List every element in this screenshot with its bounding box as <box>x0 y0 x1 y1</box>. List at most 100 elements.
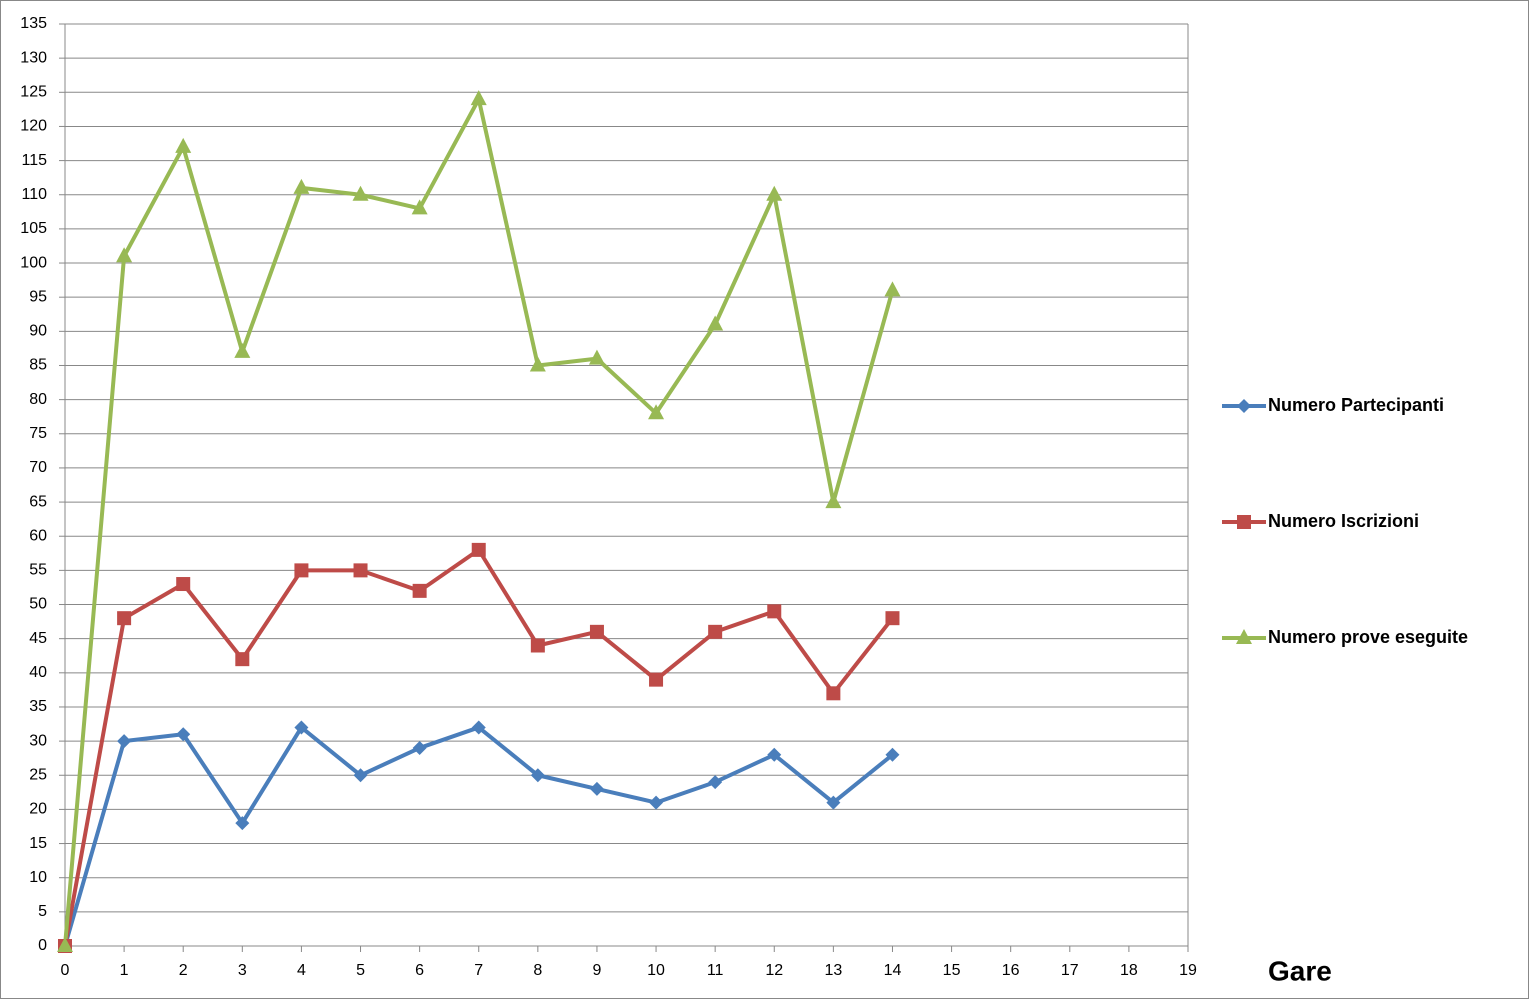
marker <box>235 816 250 831</box>
y-tick-label: 135 <box>20 15 47 32</box>
marker <box>175 137 192 153</box>
marker <box>352 185 369 201</box>
marker <box>530 768 545 783</box>
y-tick-label: 25 <box>29 766 47 783</box>
marker <box>116 247 133 263</box>
y-tick-label: 70 <box>29 459 47 476</box>
x-tick-label: 6 <box>415 962 424 979</box>
marker <box>412 583 427 598</box>
x-tick-label: 17 <box>1061 962 1079 979</box>
marker <box>649 795 664 810</box>
marker <box>708 624 723 639</box>
marker <box>294 563 309 578</box>
marker <box>826 795 841 810</box>
marker <box>470 90 487 106</box>
legend-label: Numero Partecipanti <box>1268 395 1444 415</box>
marker <box>588 349 605 365</box>
x-tick-label: 13 <box>824 962 842 979</box>
x-tick-label: 11 <box>707 962 724 979</box>
y-tick-label: 5 <box>38 903 47 920</box>
y-tick-label: 130 <box>20 49 47 66</box>
marker <box>707 315 724 331</box>
marker <box>885 747 900 762</box>
x-tick-label: 3 <box>238 962 247 979</box>
marker <box>589 624 604 639</box>
y-tick-label: 80 <box>29 391 47 408</box>
marker <box>529 356 546 372</box>
y-tick-label: 75 <box>29 425 47 442</box>
x-tick-label: 1 <box>120 962 129 979</box>
marker <box>471 542 486 557</box>
legend-marker <box>1236 629 1252 644</box>
x-tick-label: 12 <box>765 962 783 979</box>
marker <box>826 686 841 701</box>
y-tick-label: 60 <box>29 527 47 544</box>
x-tick-label: 19 <box>1179 962 1197 979</box>
marker <box>885 611 900 626</box>
marker <box>235 652 250 667</box>
y-tick-label: 10 <box>29 869 47 886</box>
marker <box>353 768 368 783</box>
x-tick-label: 7 <box>474 962 483 979</box>
y-tick-label: 105 <box>20 220 47 237</box>
marker <box>766 185 783 201</box>
y-tick-label: 40 <box>29 664 47 681</box>
y-tick-label: 85 <box>29 357 47 374</box>
x-tick-label: 2 <box>179 962 188 979</box>
marker <box>176 727 191 742</box>
x-tick-label: 9 <box>592 962 601 979</box>
x-tick-label: 10 <box>647 962 665 979</box>
marker <box>412 740 427 755</box>
marker <box>353 563 368 578</box>
marker <box>117 611 132 626</box>
marker <box>234 342 251 358</box>
y-tick-label: 30 <box>29 732 47 749</box>
y-tick-label: 125 <box>20 84 47 101</box>
x-tick-label: 5 <box>356 962 365 979</box>
marker <box>293 178 310 194</box>
legend-marker <box>1237 399 1251 413</box>
x-tick-label: 16 <box>1002 962 1020 979</box>
x-tick-label: 0 <box>61 962 70 979</box>
marker <box>767 604 782 619</box>
y-tick-label: 35 <box>29 698 47 715</box>
x-tick-label: 18 <box>1120 962 1138 979</box>
marker <box>411 199 428 215</box>
y-tick-label: 115 <box>21 152 47 169</box>
x-tick-label: 4 <box>297 962 306 979</box>
marker <box>117 734 132 749</box>
y-tick-label: 15 <box>29 835 47 852</box>
marker <box>530 638 545 653</box>
y-tick-label: 45 <box>29 630 47 647</box>
y-tick-label: 65 <box>29 493 47 510</box>
y-tick-label: 50 <box>29 596 47 613</box>
legend-label: Numero Iscrizioni <box>1268 511 1419 531</box>
marker <box>648 404 665 420</box>
marker <box>708 775 723 790</box>
y-tick-label: 100 <box>20 254 47 271</box>
y-tick-label: 55 <box>29 562 47 579</box>
y-tick-label: 0 <box>38 937 47 954</box>
y-tick-label: 120 <box>20 118 47 135</box>
y-tick-label: 110 <box>21 186 47 203</box>
marker <box>589 781 604 796</box>
y-tick-label: 95 <box>29 288 47 305</box>
marker <box>767 747 782 762</box>
y-tick-label: 20 <box>29 801 47 818</box>
y-tick-label: 90 <box>29 323 47 340</box>
x-tick-label: 15 <box>943 962 961 979</box>
marker <box>649 672 664 687</box>
marker <box>57 937 73 952</box>
x-tick-label: 8 <box>533 962 542 979</box>
marker <box>176 577 191 592</box>
x-tick-label: 14 <box>884 962 902 979</box>
legend-marker <box>1237 515 1251 529</box>
marker <box>884 281 901 297</box>
marker <box>471 720 486 735</box>
x-axis-label: Gare <box>1268 955 1332 986</box>
marker <box>294 720 309 735</box>
legend-label: Numero prove eseguite <box>1268 627 1468 647</box>
marker <box>825 493 842 509</box>
